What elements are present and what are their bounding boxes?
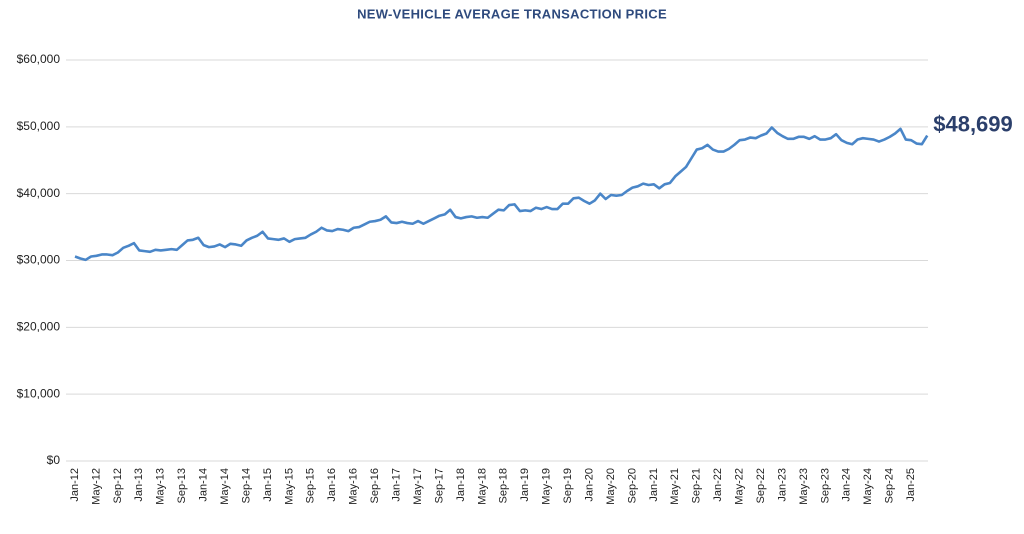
x-tick-label: May-22: [734, 468, 746, 505]
x-tick-label: Jan-24: [841, 468, 853, 502]
x-tick-label: Sep-16: [369, 468, 381, 503]
line: [74, 126, 929, 262]
x-tick-label: Sep-14: [240, 468, 252, 503]
x-tick-label: May-13: [155, 468, 167, 505]
x-tick-label: May-20: [605, 468, 617, 505]
x-tick-label: May-19: [541, 468, 553, 505]
x-tick-label: Jan-23: [776, 468, 788, 502]
x-tick-label: Sep-22: [755, 468, 767, 503]
x-tick-label: Jan-13: [133, 468, 145, 502]
x-tick-label: Sep-20: [626, 468, 638, 503]
y-tick-label: $40,000: [17, 186, 61, 200]
x-tick-label: Sep-18: [498, 468, 510, 503]
x-tick-label: Sep-15: [305, 468, 317, 503]
x-tick-label: Jan-19: [519, 468, 531, 502]
x-tick-label: May-17: [412, 468, 424, 505]
x-tick-label: May-24: [862, 468, 874, 505]
x-tick-label: Sep-23: [819, 468, 831, 503]
x-tick-label: May-18: [476, 468, 488, 505]
x-tick-label: Sep-17: [433, 468, 445, 503]
y-tick-label: $20,000: [17, 320, 61, 334]
y-tick-label: $50,000: [17, 119, 61, 133]
x-tick-label: Jan-20: [583, 468, 595, 502]
x-tick-label: Jan-21: [648, 468, 660, 502]
x-tick-label: May-14: [219, 468, 231, 505]
chart-title: NEW-VEHICLE AVERAGE TRANSACTION PRICE: [357, 6, 667, 21]
x-tick-label: May-21: [669, 468, 681, 505]
x-tick-label: Jan-16: [326, 468, 338, 502]
x-tick-label: Sep-13: [176, 468, 188, 503]
x-tick-label: Sep-12: [112, 468, 124, 503]
x-tick-label: Jan-17: [391, 468, 403, 502]
x-tick-label: Jan-25: [905, 468, 917, 502]
x-tick-label: May-16: [348, 468, 360, 505]
y-tick-label: $60,000: [17, 52, 61, 66]
x-tick-label: Sep-24: [884, 468, 896, 503]
value-label: $48,699: [933, 111, 1013, 136]
y-tick-label: $30,000: [17, 253, 61, 267]
y-tick-label: $0: [47, 453, 61, 467]
x-tick-label: Jan-12: [69, 468, 81, 502]
y-tick-label: $10,000: [17, 386, 61, 400]
x-tick-label: Jan-18: [455, 468, 467, 502]
x-tick-label: Sep-19: [562, 468, 574, 503]
x-tick-label: Sep-21: [691, 468, 703, 503]
x-tick-label: Jan-22: [712, 468, 724, 502]
x-tick-label: Jan-14: [198, 468, 210, 502]
x-tick-label: May-12: [90, 468, 102, 505]
x-tick-label: May-23: [798, 468, 810, 505]
x-tick-label: Jan-15: [262, 468, 274, 502]
x-tick-label: May-15: [283, 468, 295, 505]
